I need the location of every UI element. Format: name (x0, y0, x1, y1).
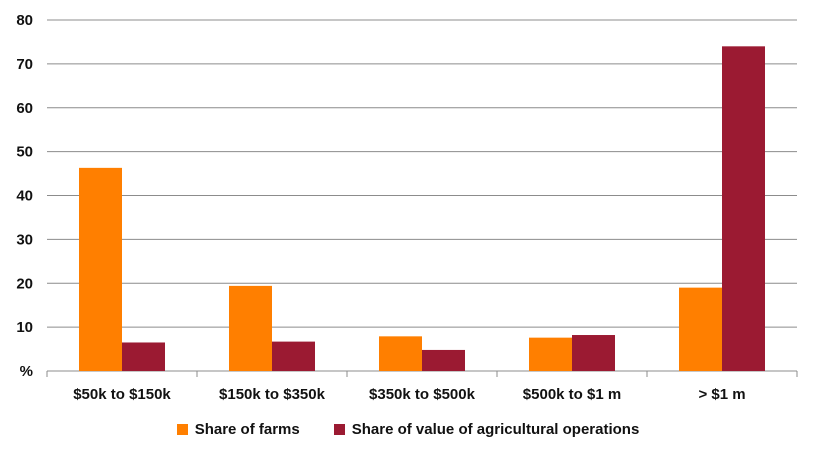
x-category-label: $500k to $1 m (523, 386, 621, 403)
legend-label-share-of-farms: Share of farms (194, 421, 300, 438)
x-category-label: $150k to $350k (219, 386, 326, 403)
y-tick-label: % (20, 363, 33, 380)
y-tick-label: 10 (16, 319, 33, 336)
y-tick-label: 20 (16, 275, 33, 292)
y-tick-label: 50 (16, 144, 33, 161)
legend-swatch-share-of-farms (176, 424, 188, 435)
x-category-label: > $1 m (698, 386, 745, 403)
legend-swatch-share-of-value (333, 424, 345, 435)
y-tick-label: 60 (16, 100, 33, 117)
bar-share-of-farms-0 (79, 167, 122, 371)
y-tick-label: 40 (16, 188, 33, 205)
legend-item-share-of-value: Share of value of agricultural operation… (333, 421, 640, 438)
bars (79, 46, 765, 371)
bar-share-of-farms-4 (679, 287, 722, 371)
y-tick-label: 30 (16, 231, 33, 248)
bar-share-of-value-1 (272, 341, 315, 371)
bar-share-of-value-0 (122, 342, 165, 371)
bar-share-of-value-3 (572, 335, 615, 371)
y-tick-label: 80 (16, 12, 33, 29)
legend-label-share-of-value: Share of value of agricultural operation… (351, 421, 640, 438)
bar-share-of-farms-2 (379, 336, 422, 371)
bar-share-of-farms-3 (529, 337, 572, 371)
bar-chart: % 10 20 30 40 50 60 70 80 $50k to $150k $150k to … (16, 12, 798, 403)
bar-share-of-farms-1 (229, 285, 272, 371)
y-axis-ticks: % 10 20 30 40 50 60 70 80 (16, 12, 33, 380)
legend-item-share-of-farms: Share of farms (176, 421, 300, 438)
gridlines (47, 19, 797, 372)
x-axis: $50k to $150k $150k to $350k $350k to $500… (46, 371, 798, 403)
y-tick-label: 70 (16, 56, 33, 73)
bar-share-of-value-2 (422, 349, 465, 371)
x-category-label: $50k to $150k (73, 386, 171, 403)
x-category-label: $350k to $500k (369, 386, 476, 403)
bar-share-of-value-4 (722, 46, 765, 371)
legend: Share of farms Share of value of agricul… (0, 421, 816, 438)
